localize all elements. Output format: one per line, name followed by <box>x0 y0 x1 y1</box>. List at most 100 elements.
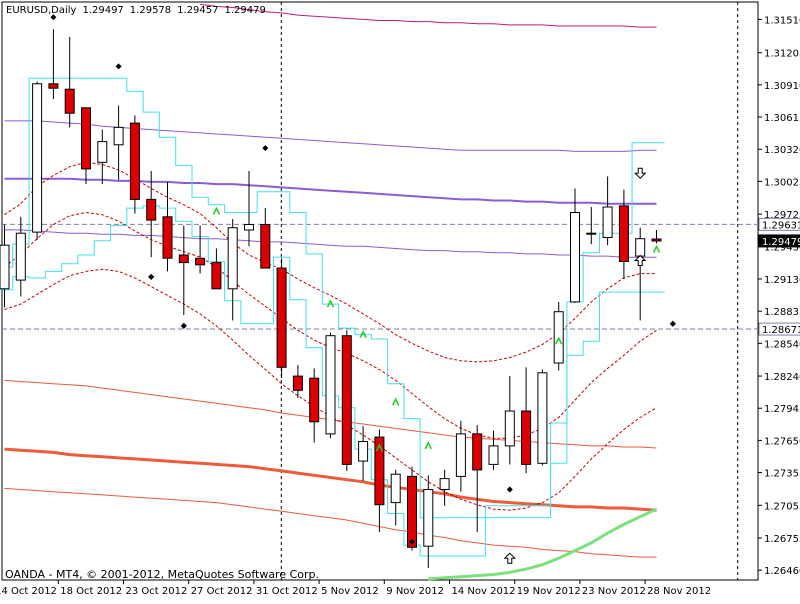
candle <box>504 376 515 465</box>
x-tick-label: 19 Nov 2012 <box>517 586 581 597</box>
candle <box>211 248 222 290</box>
candle <box>488 430 499 470</box>
candle-body-bear <box>178 254 189 264</box>
candle-body-bear <box>162 216 173 259</box>
fractal-marker <box>148 273 155 280</box>
candle <box>455 420 466 492</box>
x-tick-label: 14 Nov 2012 <box>451 586 515 597</box>
y-tick-label: 1.29430 <box>764 242 800 253</box>
fractal-marker <box>669 320 676 327</box>
candle-body-bull <box>97 141 108 163</box>
x-tick-label: 31 Oct 2012 <box>256 586 318 597</box>
y-tick-label: 1.27650 <box>764 436 800 447</box>
x-tick-label: 18 Oct 2012 <box>60 586 122 597</box>
candle <box>0 224 10 308</box>
y-tick-label: 1.31510 <box>764 15 800 26</box>
candle <box>227 219 238 321</box>
channel-lower <box>0 205 665 557</box>
candle <box>651 230 662 244</box>
candle-body-bear <box>341 335 352 465</box>
signal-arrow <box>424 441 432 450</box>
candle <box>407 466 417 551</box>
ma-slow-upper-band <box>4 120 657 152</box>
y-tick-label: 1.31205 <box>764 49 800 60</box>
candle-body-bear <box>81 107 91 170</box>
candle-body-bull <box>423 489 434 547</box>
candle-body-bear <box>211 262 222 290</box>
candle-body-bull <box>227 227 238 290</box>
x-tick-label: 28 Nov 2012 <box>647 586 711 597</box>
y-tick-label: 1.29130 <box>764 275 800 286</box>
y-tick-label: 1.28240 <box>764 372 800 383</box>
signal-arrow <box>359 329 367 338</box>
fractal-marker <box>50 14 57 21</box>
candle <box>423 475 434 569</box>
candle <box>309 368 320 443</box>
candle-body-bull <box>244 224 254 231</box>
x-tick-label: 23 Oct 2012 <box>125 586 187 597</box>
close-value: 1.29479 <box>224 5 266 16</box>
candle <box>521 367 532 474</box>
candle-body-bear <box>260 224 271 269</box>
signal-arrow <box>652 244 661 253</box>
ma-magenta-line <box>200 3 657 28</box>
candle <box>358 426 369 481</box>
x-tick-label: 14 Oct 2012 <box>0 586 57 597</box>
y-tick-label: 1.28835 <box>764 307 800 318</box>
candle <box>602 176 613 246</box>
candle-body-bull <box>0 244 10 290</box>
ma-slow-line <box>4 177 657 205</box>
candle-body-bull <box>358 441 369 462</box>
signal-arrow <box>375 443 384 452</box>
chart-header: EURUSD,Daily 1.29497 1.29578 1.29457 1.29479 <box>6 5 272 16</box>
x-tick-label: 23 Nov 2012 <box>582 586 646 597</box>
candle <box>178 225 189 315</box>
y-tick-label: 1.30910 <box>764 81 800 92</box>
candle <box>439 469 450 506</box>
y-tick-label: 1.27945 <box>764 404 800 415</box>
copyright-footer: OANDA - MT4, © 2001-2012, MetaQuotes Sof… <box>5 568 320 581</box>
y-tick-label: 1.29725 <box>764 210 800 221</box>
candle-body-bear <box>309 377 320 423</box>
high-value: 1.29578 <box>129 5 172 16</box>
candle-body-bull <box>537 372 548 464</box>
x-tick-label: 5 Nov 2012 <box>321 586 379 597</box>
candle <box>97 129 108 185</box>
candle <box>162 181 173 272</box>
y-tick-label: 1.27355 <box>764 469 800 480</box>
candle-body-bull <box>488 445 499 465</box>
hollow-arrow-up <box>503 552 517 564</box>
y-tick-label: 1.30615 <box>764 113 800 124</box>
hollow-arrow-up <box>633 254 647 266</box>
candle <box>586 207 597 245</box>
x-tick-label: 27 Oct 2012 <box>191 586 253 597</box>
candle-body-bull <box>635 238 646 257</box>
candle <box>32 81 43 240</box>
candle-body-bear <box>521 410 532 465</box>
candle-body-bull <box>602 206 613 238</box>
candle <box>570 188 580 303</box>
candle <box>292 365 303 398</box>
candle <box>618 189 629 280</box>
candle-body-bear <box>292 375 303 391</box>
candle-body-bear <box>374 436 385 506</box>
price-tag <box>758 217 800 231</box>
signal-arrow <box>392 397 400 406</box>
candle-body-bear <box>407 475 417 548</box>
y-tick-label: 1.28540 <box>764 339 800 350</box>
candle <box>537 369 548 466</box>
fractal-marker <box>180 322 187 329</box>
candle-body-bull <box>439 478 450 491</box>
fractal-marker <box>115 63 122 70</box>
signal-arrow <box>326 299 335 308</box>
candle-body-bear <box>651 238 662 242</box>
candle-body-bear <box>472 433 483 471</box>
candle <box>244 171 254 247</box>
candle <box>390 469 401 526</box>
candle-body-bear <box>64 88 75 114</box>
candle <box>129 115 140 214</box>
candle-body-bull <box>455 433 466 477</box>
candle-body-bear <box>129 122 140 200</box>
